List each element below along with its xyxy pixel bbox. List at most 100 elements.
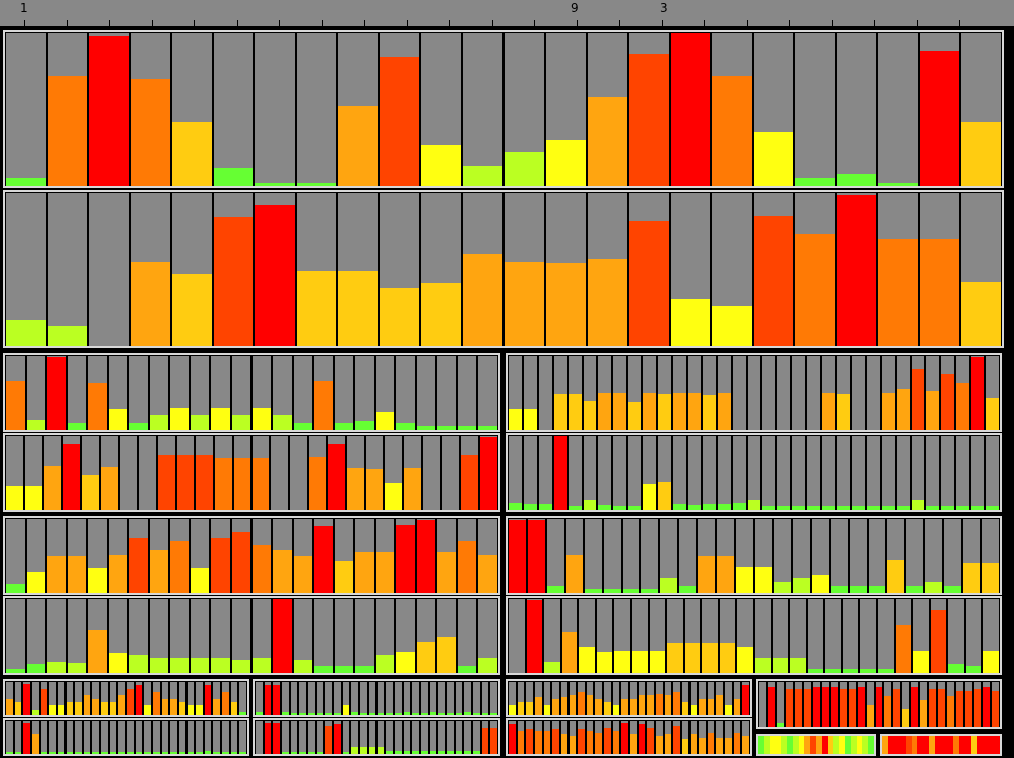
bar	[717, 356, 731, 430]
bar	[857, 682, 865, 727]
panel-p6	[506, 433, 1002, 512]
bar	[296, 33, 337, 186]
bar	[416, 599, 436, 673]
bar	[161, 682, 169, 715]
strip-segment	[946, 736, 953, 754]
bar	[66, 682, 74, 715]
bar-fill	[190, 658, 210, 673]
bar-fill	[553, 394, 567, 430]
bar	[526, 721, 533, 754]
bar-fill	[429, 711, 437, 715]
bar-fill	[747, 500, 761, 510]
bar-fill	[334, 724, 341, 754]
bar-fill	[66, 701, 74, 715]
bar	[560, 721, 568, 754]
bar	[896, 356, 910, 430]
bar	[178, 721, 186, 754]
bar	[40, 721, 48, 754]
bar	[252, 599, 272, 673]
bar	[109, 721, 117, 754]
bar	[629, 193, 669, 346]
bar-fill	[621, 722, 628, 754]
bar	[62, 436, 80, 510]
bar-fill	[204, 685, 212, 715]
bar	[837, 436, 850, 510]
bar-fill	[211, 537, 230, 593]
bar-fill	[837, 394, 850, 430]
bar	[187, 721, 195, 754]
strip-segment	[821, 736, 828, 754]
bar-fill	[961, 281, 1001, 346]
ruler-label: 1	[20, 1, 28, 15]
bar	[351, 721, 359, 754]
bar	[273, 721, 281, 754]
strip-segment	[810, 736, 816, 754]
bar	[587, 33, 628, 186]
bar-fill	[316, 713, 324, 715]
bar-fill	[127, 752, 134, 754]
bar-fill	[860, 669, 876, 673]
bar	[420, 721, 428, 754]
bar	[947, 682, 955, 727]
bar	[578, 721, 585, 754]
bar-fill	[803, 688, 811, 727]
bar-fill	[47, 357, 66, 430]
bar	[825, 599, 841, 673]
bar-fill	[213, 167, 254, 186]
bar	[211, 599, 230, 673]
bar-fill	[490, 727, 497, 754]
panel-p1	[3, 30, 1004, 188]
bar-fill	[170, 658, 189, 673]
bar	[308, 721, 315, 754]
bar-fill	[338, 106, 378, 186]
bar	[57, 721, 65, 754]
bar-fill	[135, 752, 143, 754]
bar-fill	[464, 750, 471, 754]
bar	[795, 33, 835, 186]
bar-fill	[956, 691, 964, 727]
bar-fill	[552, 698, 559, 715]
bar	[14, 721, 22, 754]
bar-fill	[687, 504, 701, 510]
bar-fill	[655, 735, 663, 754]
bar-fill	[837, 506, 850, 510]
bar-fill	[101, 701, 108, 715]
bar	[196, 721, 203, 754]
bar-fill	[149, 658, 169, 673]
bar	[664, 682, 672, 715]
bar	[213, 721, 221, 754]
bar-fill	[673, 393, 686, 430]
bar-fill	[956, 382, 970, 430]
panel-p9	[3, 596, 500, 675]
bar	[687, 356, 701, 430]
bar-fill	[88, 567, 107, 593]
bar	[716, 682, 724, 715]
bar-fill	[742, 735, 749, 754]
bar-fill	[420, 750, 428, 754]
bar-fill	[906, 585, 924, 593]
bar	[836, 33, 877, 186]
panel-p15	[3, 718, 249, 756]
bar-fill	[647, 727, 654, 754]
bar-fill	[690, 705, 698, 715]
bar	[404, 436, 422, 510]
bar	[776, 682, 784, 727]
strip-segment	[792, 736, 799, 754]
strip-segment	[804, 736, 811, 754]
bar-fill	[664, 695, 672, 715]
bar	[702, 356, 716, 430]
bar-fill	[956, 506, 970, 510]
ruler-tick	[109, 20, 110, 26]
bar-fill	[403, 750, 411, 754]
bar	[794, 682, 802, 727]
bar	[211, 356, 230, 430]
bar	[822, 356, 835, 430]
bar-fill	[578, 729, 585, 754]
bar-fill	[702, 643, 718, 673]
bar	[290, 721, 298, 754]
bar-fill	[737, 647, 753, 673]
bar	[130, 193, 171, 346]
panel-p4	[506, 353, 1002, 432]
bar	[386, 721, 393, 754]
bar	[282, 682, 289, 715]
